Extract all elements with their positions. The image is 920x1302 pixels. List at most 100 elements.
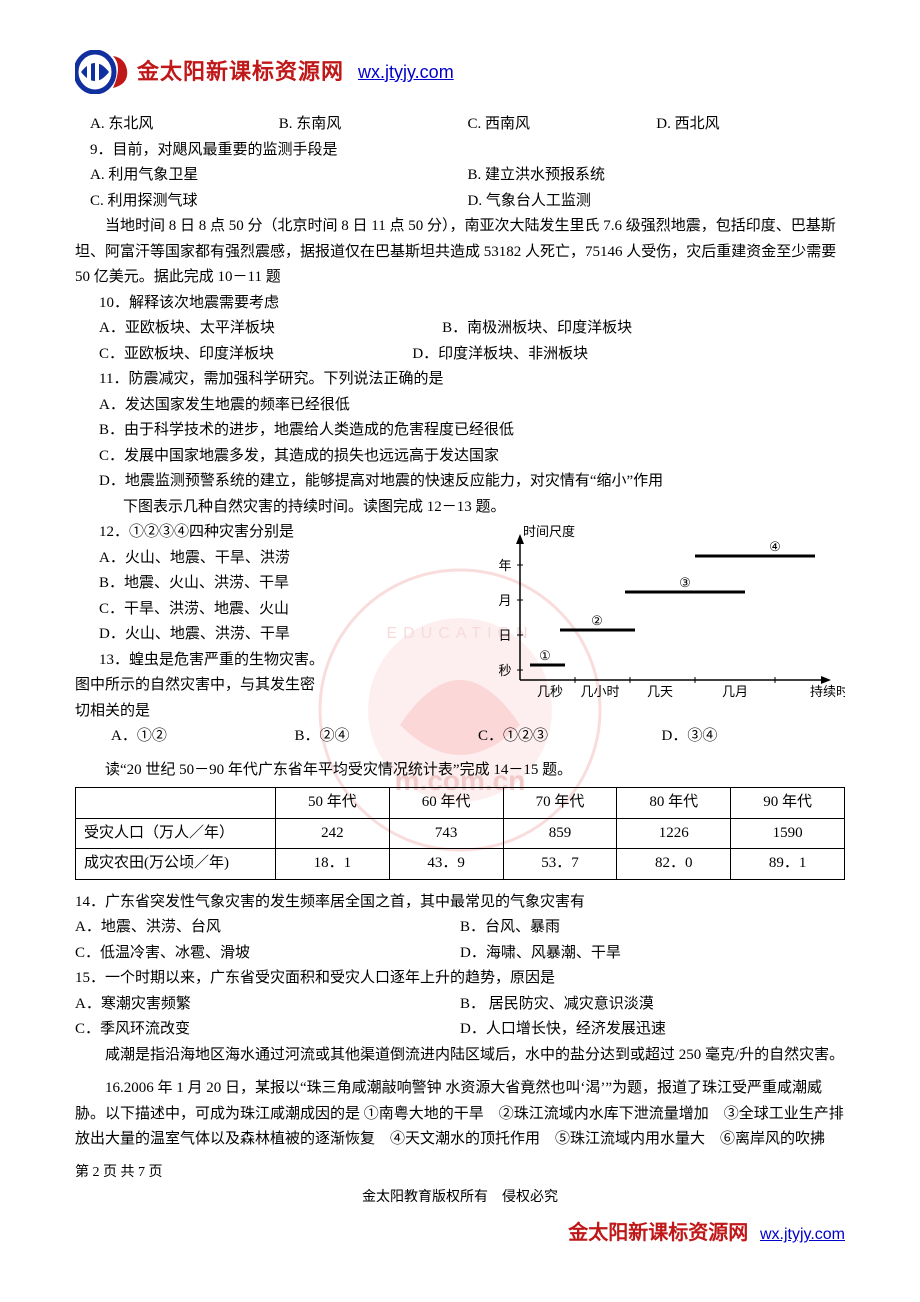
page-number: 第 2 页 共 7 页 <box>75 1161 845 1185</box>
q14-stem: 14．广东省突发性气象灾害的发生频率居全国之首，其中最常见的气象灾害有 <box>75 890 845 916</box>
q13-stem-line1: 13．蝗虫是危害严重的生物灾害。 <box>75 648 469 674</box>
row2-c5: 89．1 <box>731 849 845 880</box>
passage-south-asia: 当地时间 8 日 8 点 50 分（北京时间 8 日 11 点 50 分），南亚… <box>75 214 845 291</box>
q14-opt-d: D．海啸、风暴潮、干旱 <box>460 941 845 967</box>
q15-stem: 15．一个时期以来，广东省受灾面积和受灾人口逐年上升的趋势，原因是 <box>75 966 845 992</box>
passage-chart: 下图表示几种自然灾害的持续时间。读图完成 12－13 题。 <box>75 495 845 521</box>
footer-brand-url[interactable]: wx.jtyjy.com <box>760 1226 845 1243</box>
q13-opt-b: B．②④ <box>295 724 479 750</box>
q12-opt-a: A．火山、地震、干旱、洪涝 <box>75 546 469 572</box>
th-50s: 50 年代 <box>275 788 389 819</box>
row1-c2: 743 <box>389 818 503 849</box>
th-60s: 60 年代 <box>389 788 503 819</box>
brand-title: 金太阳新课标资源网 <box>137 53 344 90</box>
q9-opt-d: D. 气象台人工监测 <box>468 189 846 215</box>
q10-opt-d: D．印度洋板块、非洲板块 <box>412 342 588 368</box>
q13-stem-line3: 切相关的是 <box>75 699 469 725</box>
table-row: 受灾人口（万人／年） 242 743 859 1226 1590 <box>76 818 845 849</box>
q14-options-row2: C．低温冷害、冰雹、滑坡 D．海啸、风暴潮、干旱 <box>75 941 845 967</box>
q10-opt-b: B．南极洲板块、印度洋板块 <box>442 316 632 342</box>
row2-label: 成灾农田(万公顷／年) <box>76 849 276 880</box>
q13-opt-c: C．①②③ <box>478 724 662 750</box>
svg-text:②: ② <box>591 613 603 628</box>
svg-text:几天: 几天 <box>647 684 673 699</box>
q9-opt-a: A. 利用气象卫星 <box>90 163 468 189</box>
svg-text:③: ③ <box>679 575 691 590</box>
svg-text:几月: 几月 <box>722 684 748 699</box>
q8-opt-d: D. 西北风 <box>656 112 845 138</box>
row1-c5: 1590 <box>731 818 845 849</box>
q14-opt-c: C．低温冷害、冰雹、滑坡 <box>75 941 460 967</box>
row2-c2: 43．9 <box>389 849 503 880</box>
q12-opt-c: C．干旱、洪涝、地震、火山 <box>75 597 469 623</box>
page-header: 金太阳新课标资源网 wx.jtyjy.com <box>75 50 845 94</box>
svg-text:月: 月 <box>498 593 511 608</box>
q11-opt-d: D．地震监测预警系统的建立，能够提高对地震的快速反应能力，对灾情有“缩小”作用 <box>75 469 845 495</box>
q13-stem-line2: 图中所示的自然灾害中，与其发生密 <box>75 673 469 699</box>
q15-opt-c: C．季风环流改变 <box>75 1017 460 1043</box>
svg-text:日: 日 <box>498 628 511 643</box>
th-90s: 90 年代 <box>731 788 845 819</box>
q8-opt-c: C. 西南风 <box>468 112 657 138</box>
th-70s: 70 年代 <box>503 788 617 819</box>
q15-opt-a: A．寒潮灾害频繁 <box>75 992 460 1018</box>
q10-opt-a: A．亚欧板块、太平洋板块 <box>99 316 442 342</box>
q14-options-row1: A．地震、洪涝、台风 B．台风、暴雨 <box>75 915 845 941</box>
q12-opt-b: B．地震、火山、洪涝、干旱 <box>75 571 469 597</box>
svg-text:时间尺度: 时间尺度 <box>523 524 575 539</box>
q8-opt-b: B. 东南风 <box>279 112 468 138</box>
q10-options-row2: C．亚欧板块、印度洋板块 D．印度洋板块、非洲板块 <box>75 342 845 368</box>
svg-text:秒: 秒 <box>498 663 511 678</box>
q8-opt-a: A. 东北风 <box>90 112 279 138</box>
q13-opt-d: D．③④ <box>662 724 846 750</box>
q11-opt-c: C．发展中国家地震多发，其造成的损失也远远高于发达国家 <box>75 444 845 470</box>
copyright-line: 金太阳教育版权所有 侵权必究 <box>75 1186 845 1210</box>
row1-c4: 1226 <box>617 818 731 849</box>
table-row: 成灾农田(万公顷／年) 18．1 43．9 53．7 82．0 89．1 <box>76 849 845 880</box>
q14-opt-b: B．台风、暴雨 <box>460 915 845 941</box>
q9-opt-c: C. 利用探测气球 <box>90 189 468 215</box>
q10-options-row1: A．亚欧板块、太平洋板块 B．南极洲板块、印度洋板块 <box>75 316 845 342</box>
q15-options-row2: C．季风环流改变 D．人口增长快，经济发展迅速 <box>75 1017 845 1043</box>
q10-stem: 10．解释该次地震需要考虑 <box>75 291 845 317</box>
row1-label: 受灾人口（万人／年） <box>76 818 276 849</box>
footer-brand-text: 金太阳新课标资源网 <box>568 1222 748 1244</box>
svg-text:几秒: 几秒 <box>537 684 563 699</box>
q9-stem: 9．目前，对飓风最重要的监测手段是 <box>75 138 845 164</box>
q9-options-row1: A. 利用气象卫星 B. 建立洪水预报系统 <box>75 163 845 189</box>
duration-chart: 时间尺度 年 月 日 秒 几秒 几小时 几天 几月 持续时间 <box>469 520 845 720</box>
svg-text:持续时间: 持续时间 <box>810 684 845 699</box>
q13-opt-a: A．①② <box>111 724 295 750</box>
table-header-row: 50 年代 60 年代 70 年代 80 年代 90 年代 <box>76 788 845 819</box>
guangdong-disaster-table: 50 年代 60 年代 70 年代 80 年代 90 年代 受灾人口（万人／年）… <box>75 787 845 880</box>
q11-opt-b: B．由于科学技术的进步，地震给人类造成的危害程度已经很低 <box>75 418 845 444</box>
q12-opt-d: D．火山、地震、洪涝、干旱 <box>75 622 469 648</box>
brand-url-link[interactable]: wx.jtyjy.com <box>358 57 454 88</box>
passage-guangdong: 读“20 世纪 50－90 年代广东省年平均受灾情况统计表”完成 14－15 题… <box>75 758 845 784</box>
row1-c3: 859 <box>503 818 617 849</box>
th-80s: 80 年代 <box>617 788 731 819</box>
svg-text:①: ① <box>539 648 551 663</box>
q15-opt-d: D．人口增长快，经济发展迅速 <box>460 1017 845 1043</box>
svg-text:④: ④ <box>769 539 781 554</box>
q12-stem: 12．①②③④四种灾害分别是 <box>75 520 469 546</box>
q13-options: A．①② B．②④ C．①②③ D．③④ <box>75 724 845 750</box>
row2-c4: 82．0 <box>617 849 731 880</box>
row2-c1: 18．1 <box>275 849 389 880</box>
q8-options: A. 东北风 B. 东南风 C. 西南风 D. 西北风 <box>75 112 845 138</box>
q11-opt-a: A．发达国家发生地震的频率已经很低 <box>75 393 845 419</box>
svg-text:几小时: 几小时 <box>580 684 619 699</box>
row1-c1: 242 <box>275 818 389 849</box>
q16-text: 16.2006 年 1 月 20 日，某报以“珠三角咸潮敲响警钟 水资源大省竟然… <box>75 1076 845 1153</box>
q10-opt-c: C．亚欧板块、印度洋板块 <box>99 342 412 368</box>
q11-stem: 11．防震减灾，需加强科学研究。下列说法正确的是 <box>75 367 845 393</box>
q15-options-row1: A．寒潮灾害频繁 B． 居民防灾、减灾意识淡漠 <box>75 992 845 1018</box>
q14-opt-a: A．地震、洪涝、台风 <box>75 915 460 941</box>
row2-c3: 53．7 <box>503 849 617 880</box>
svg-text:年: 年 <box>498 558 511 573</box>
th-blank <box>76 788 276 819</box>
q9-opt-b: B. 建立洪水预报系统 <box>468 163 846 189</box>
footer-brand: 金太阳新课标资源网 wx.jtyjy.com <box>75 1216 845 1250</box>
q15-opt-b: B． 居民防灾、减灾意识淡漠 <box>460 992 845 1018</box>
q9-options-row2: C. 利用探测气球 D. 气象台人工监测 <box>75 189 845 215</box>
